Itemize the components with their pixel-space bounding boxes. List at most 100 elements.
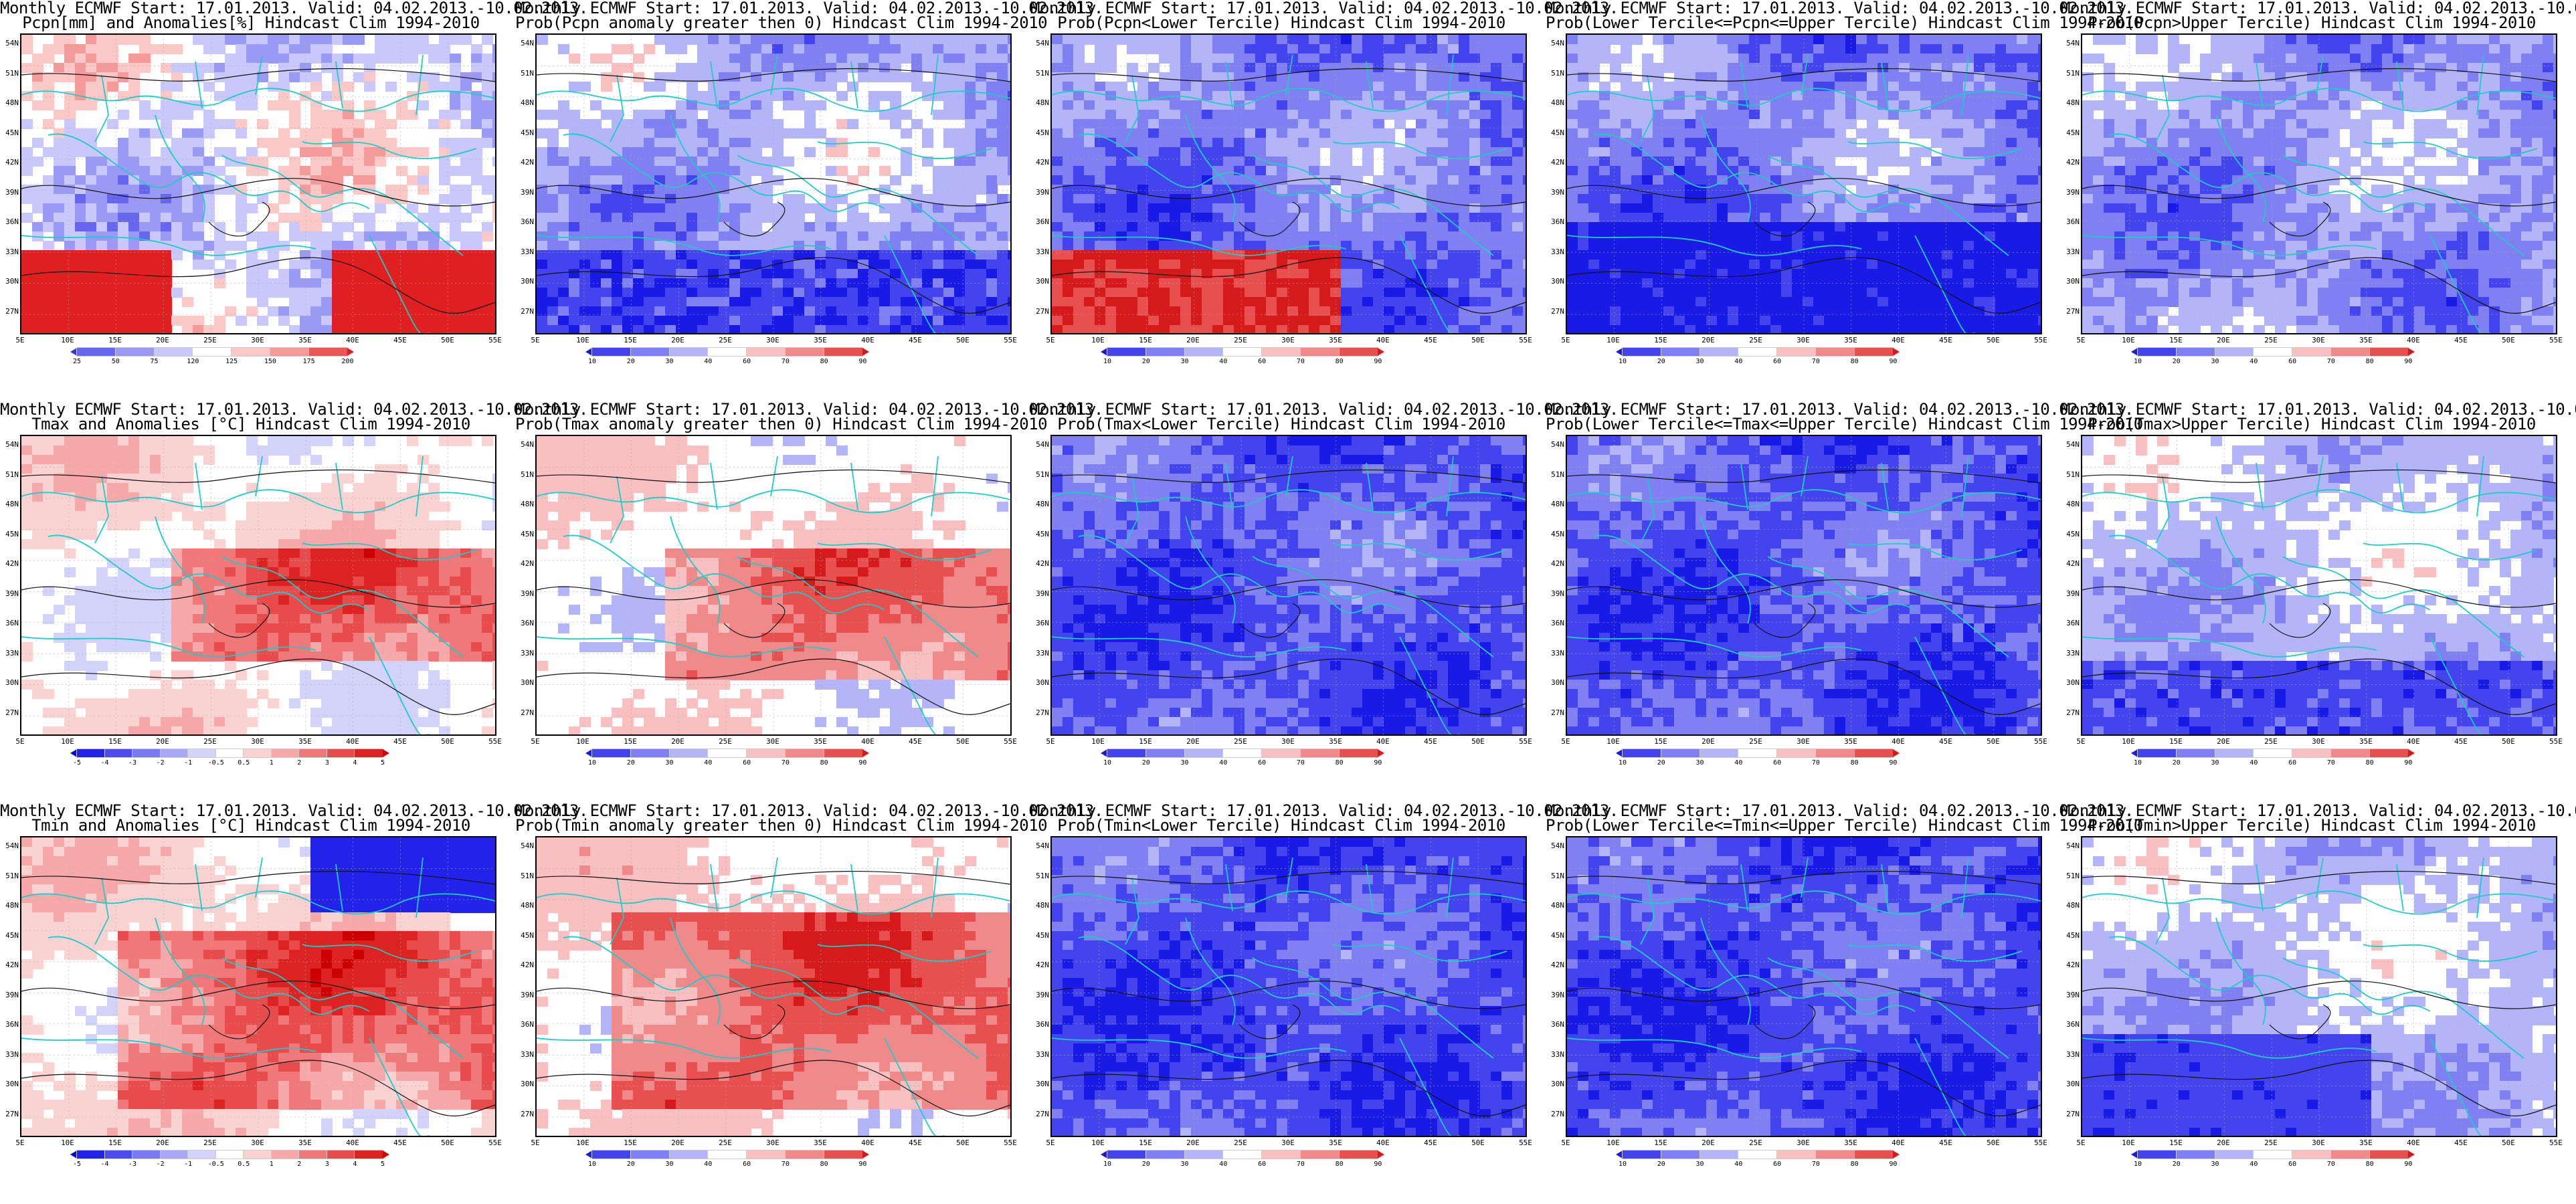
field-cell — [128, 63, 140, 73]
field-cell — [1695, 241, 1707, 251]
field-cell — [321, 147, 333, 157]
field-cell — [1469, 241, 1481, 251]
field-cell — [75, 72, 86, 82]
field-cell — [633, 278, 644, 288]
field-cell — [794, 213, 805, 223]
field-cell — [1245, 297, 1256, 307]
field-cell — [1717, 119, 1728, 129]
field-cell — [2038, 241, 2041, 251]
colorbar-label: 30 — [1180, 358, 1189, 365]
field-cell — [1287, 35, 1299, 45]
field-cell — [1824, 91, 1835, 101]
field-cell — [1148, 297, 1160, 307]
field-cell — [1706, 231, 1718, 241]
field-cell — [1384, 306, 1395, 316]
field-cell — [644, 44, 655, 54]
field-cell — [1105, 260, 1117, 270]
forecast-map[interactable] — [20, 33, 496, 334]
field-cell — [1469, 119, 1481, 129]
lat-tick-label: 36N — [1036, 217, 1049, 226]
field-cell — [203, 175, 215, 185]
field-cell — [1459, 72, 1470, 82]
field-cell — [96, 288, 108, 298]
field-cell — [579, 82, 591, 92]
field-cell — [1180, 100, 1192, 110]
field-cell — [1212, 250, 1224, 260]
field-cell — [86, 297, 97, 307]
field-cell — [2017, 110, 2028, 120]
field-cell — [1170, 72, 1181, 82]
field-cell — [1170, 316, 1181, 326]
forecast-map[interactable] — [1050, 33, 1527, 334]
field-cell — [708, 222, 719, 232]
forecast-map[interactable] — [535, 33, 1012, 334]
field-cell — [139, 175, 151, 185]
field-cell — [1352, 35, 1363, 45]
field-cell — [1095, 306, 1106, 316]
field-cell — [708, 166, 719, 176]
field-cell — [150, 203, 161, 213]
field-cell — [246, 35, 258, 45]
field-cell — [171, 194, 183, 204]
field-cell — [289, 213, 300, 223]
field-cell — [612, 250, 623, 260]
field-cell — [1469, 128, 1481, 138]
field-cell — [64, 213, 76, 223]
field-cell — [590, 128, 602, 138]
field-cell — [1567, 63, 1578, 73]
field-cell — [1480, 119, 1491, 129]
field-cell — [1170, 138, 1181, 148]
field-cell — [976, 288, 987, 298]
field-cell — [2027, 231, 2039, 241]
field-cell — [1212, 35, 1224, 45]
field-cell — [1148, 63, 1160, 73]
field-cell — [558, 100, 569, 110]
field-cell — [375, 157, 386, 167]
field-cell — [1642, 110, 1653, 120]
field-cell — [1287, 269, 1299, 279]
field-cell — [890, 203, 901, 213]
field-cell — [396, 260, 407, 270]
field-cell — [1202, 63, 1213, 73]
field-cell — [1159, 72, 1170, 82]
field-cell — [633, 231, 644, 241]
field-cell — [86, 203, 97, 213]
field-cell — [1437, 203, 1449, 213]
field-cell — [1867, 54, 1878, 64]
field-cell — [1760, 54, 1771, 64]
field-cell — [772, 82, 784, 92]
field-cell — [1159, 269, 1170, 279]
field-cell — [1674, 203, 1685, 213]
field-cell — [1116, 278, 1127, 288]
field-cell — [1480, 166, 1491, 176]
field-cell — [729, 128, 741, 138]
field-cell — [976, 166, 987, 176]
field-cell — [740, 100, 751, 110]
field-cell — [1578, 128, 1589, 138]
field-cell — [1588, 203, 1600, 213]
field-cell — [407, 203, 418, 213]
field-cell — [858, 166, 869, 176]
lon-tick-label: 15E — [624, 336, 637, 344]
field-cell — [1341, 44, 1352, 54]
field-cell — [353, 72, 365, 82]
field-cell — [1931, 91, 1942, 101]
field-cell — [590, 203, 602, 213]
field-cell — [997, 203, 1008, 213]
field-cell — [1792, 100, 1803, 110]
field-cell — [1212, 166, 1224, 176]
field-cell — [2017, 260, 2028, 270]
field-cell — [547, 175, 559, 185]
field-cell — [1266, 222, 1277, 232]
field-cell — [697, 147, 709, 157]
field-cell — [1835, 231, 1846, 241]
field-cell — [1384, 54, 1395, 64]
field-cell — [1073, 269, 1085, 279]
field-cell — [2017, 213, 2028, 223]
field-cell — [1266, 100, 1277, 110]
field-cell — [1416, 44, 1427, 54]
field-cell — [965, 119, 976, 129]
field-cell — [1706, 44, 1718, 54]
lon-tick-label: 20E — [1186, 336, 1200, 344]
forecast-map[interactable] — [1566, 33, 2042, 334]
